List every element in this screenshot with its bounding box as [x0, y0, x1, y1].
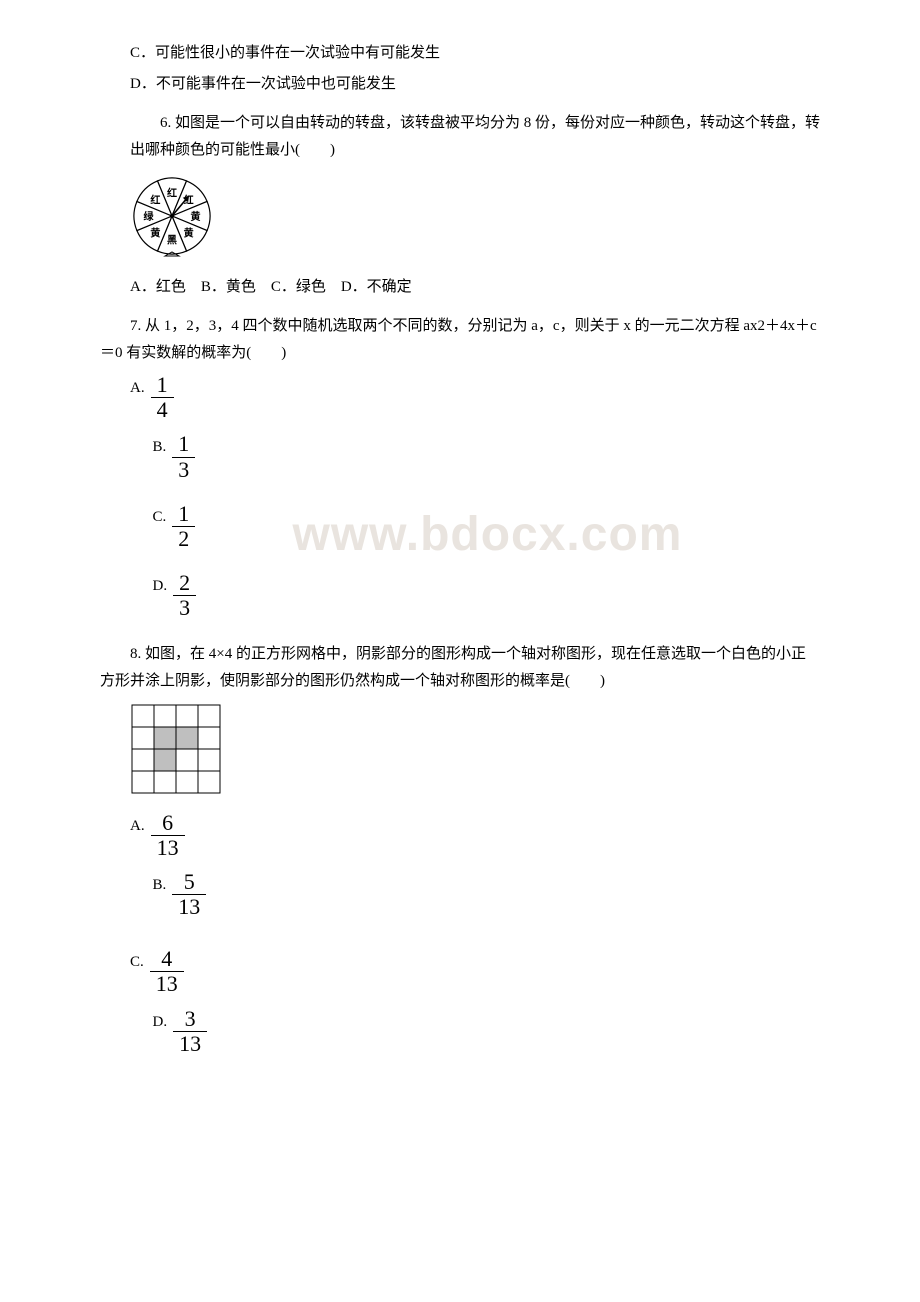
fraction: 4 13 [150, 947, 184, 996]
question-7: 7. 从 1，2，3，4 四个数中随机选取两个不同的数，分别记为 a，c，则关于… [100, 313, 820, 621]
fraction: 1 3 [172, 432, 195, 481]
q8-option-b: B. 5 13 [153, 870, 821, 919]
q8-option-d: D. 3 13 [153, 1007, 821, 1056]
q7-text: 7. 从 1，2，3，4 四个数中随机选取两个不同的数，分别记为 a，c，则关于… [100, 313, 820, 367]
question-8: 8. 如图，在 4×4 的正方形网格中，阴影部分的图形构成一个轴对称图形，现在任… [100, 641, 820, 1057]
q7-option-a: A. 1 4 [130, 373, 820, 422]
fraction: 6 13 [151, 811, 185, 860]
q5-option-c: C．可能性很小的事件在一次试验中有可能发生 [100, 40, 820, 67]
grid-figure [130, 703, 820, 805]
svg-text:黄: 黄 [191, 210, 201, 223]
fraction: 1 4 [151, 373, 174, 422]
spinner-figure: 红红黄黄黑黄绿红 [130, 174, 820, 268]
fraction: 2 3 [173, 571, 196, 620]
q8-option-c: C. 4 13 [130, 947, 820, 996]
svg-text:黄: 黄 [150, 227, 160, 240]
q6-options: A．红色 B．黄色 C．绿色 D．不确定 [100, 274, 820, 301]
q8-option-a: A. 6 13 [130, 811, 820, 860]
fraction: 1 2 [172, 502, 195, 551]
fraction: 5 13 [172, 870, 206, 919]
q5-option-d: D．不可能事件在一次试验中也可能发生 [100, 71, 820, 98]
q7-option-c: C. 1 2 www.bdocx.com [153, 502, 821, 551]
watermark-text: www.bdocx.com [293, 492, 683, 578]
q7-option-d: D. 2 3 [153, 571, 821, 620]
svg-text:红: 红 [167, 186, 177, 199]
q8-text: 8. 如图，在 4×4 的正方形网格中，阴影部分的图形构成一个轴对称图形，现在任… [100, 641, 820, 695]
q6-text: 6. 如图是一个可以自由转动的转盘，该转盘被平均分为 8 份，每份对应一种颜色，… [130, 110, 820, 164]
question-6: 6. 如图是一个可以自由转动的转盘，该转盘被平均分为 8 份，每份对应一种颜色，… [100, 110, 820, 301]
svg-text:黑: 黑 [167, 235, 177, 247]
svg-text:绿: 绿 [143, 210, 154, 223]
q7-option-b: B. 1 3 [153, 432, 821, 481]
svg-text:黄: 黄 [184, 227, 194, 240]
svg-text:红: 红 [150, 193, 160, 206]
fraction: 3 13 [173, 1007, 207, 1056]
